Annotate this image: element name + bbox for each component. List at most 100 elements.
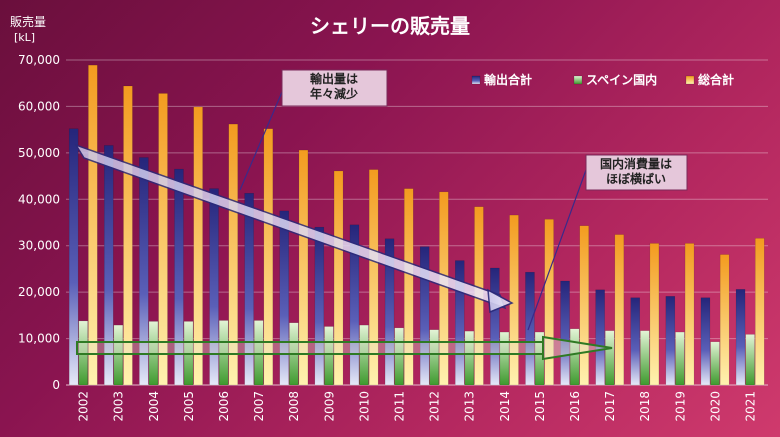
bar-domestic bbox=[640, 330, 650, 386]
x-tick-label: 2004 bbox=[147, 391, 161, 422]
bar-domestic bbox=[218, 320, 229, 386]
x-tick-label: 2005 bbox=[182, 391, 196, 422]
legend-swatch bbox=[471, 75, 481, 85]
callout-text: 国内消費量は bbox=[600, 156, 672, 171]
legend-swatch bbox=[685, 75, 695, 85]
bar-export bbox=[630, 297, 640, 386]
legend-swatch bbox=[573, 75, 583, 85]
x-tick-label: 2017 bbox=[603, 391, 617, 422]
bar-total bbox=[88, 64, 98, 386]
bar-export bbox=[419, 246, 430, 386]
bar-domestic bbox=[605, 330, 615, 386]
legend-label: 総合計 bbox=[698, 72, 734, 87]
y-tick-label: 30,000 bbox=[18, 239, 60, 253]
x-tick-label: 2016 bbox=[568, 391, 582, 422]
y-axis-label: 販売量 bbox=[10, 14, 46, 29]
bar-total bbox=[649, 243, 660, 386]
bar-group bbox=[68, 64, 765, 386]
x-tick-label: 2020 bbox=[708, 391, 722, 422]
bar-export bbox=[665, 296, 676, 386]
y-tick-label: 50,000 bbox=[18, 146, 60, 160]
x-tick-label: 2006 bbox=[217, 391, 231, 422]
x-tick-label: 2007 bbox=[252, 391, 266, 422]
x-tick-label: 2012 bbox=[428, 391, 442, 422]
bar-total bbox=[193, 106, 203, 386]
bar-total bbox=[333, 170, 344, 386]
x-tick-label: 2013 bbox=[463, 391, 477, 422]
trend-arrowhead-domestic bbox=[542, 335, 613, 361]
bar-total bbox=[158, 93, 168, 386]
trend-arrow-domestic bbox=[76, 341, 544, 355]
bar-total bbox=[544, 219, 554, 386]
grid-lines bbox=[66, 59, 768, 386]
x-tick-label: 2019 bbox=[673, 391, 687, 422]
y-tick-label: 0 bbox=[52, 378, 60, 392]
bar-domestic bbox=[78, 320, 88, 386]
callout-text: 輸出量は bbox=[310, 71, 358, 86]
bar-domestic bbox=[675, 331, 685, 386]
callout-box-export bbox=[281, 69, 388, 107]
bar-domestic bbox=[429, 329, 439, 386]
callout-leader bbox=[527, 169, 587, 331]
trend-arrow-export bbox=[74, 143, 507, 310]
y-tick-label: 60,000 bbox=[18, 99, 60, 113]
bar-export bbox=[68, 128, 79, 386]
bar-domestic bbox=[113, 324, 124, 386]
y-tick-label: 40,000 bbox=[18, 192, 60, 206]
x-tick-label: 2009 bbox=[322, 391, 336, 422]
bar-export bbox=[595, 289, 605, 386]
bar-total bbox=[755, 238, 765, 386]
bar-total bbox=[439, 191, 449, 386]
y-tick-label: 70,000 bbox=[18, 53, 60, 67]
bar-export bbox=[349, 224, 360, 386]
x-tick-label: 2010 bbox=[357, 391, 371, 422]
bar-total bbox=[404, 188, 414, 386]
bar-domestic bbox=[499, 331, 510, 386]
legend: 輸出合計 スペイン国内 総合計 bbox=[471, 72, 734, 87]
bar-total bbox=[298, 149, 309, 386]
bar-domestic bbox=[324, 326, 334, 386]
bar-total bbox=[684, 243, 695, 386]
bar-export bbox=[490, 267, 500, 386]
y-tick-label: 10,000 bbox=[18, 332, 60, 346]
callout-text: 年々減少 bbox=[310, 86, 358, 101]
bar-total bbox=[719, 254, 730, 386]
y-axis-ticks: 0 10,000 20,000 30,000 40,000 50,000 60,000 70,… bbox=[18, 53, 60, 392]
bar-export bbox=[139, 157, 149, 386]
bar-export bbox=[209, 188, 219, 386]
bar-total bbox=[579, 225, 589, 386]
bar-export bbox=[384, 238, 395, 386]
bar-export bbox=[735, 289, 746, 386]
x-tick-label: 2002 bbox=[77, 391, 91, 422]
bar-domestic bbox=[464, 330, 475, 386]
x-tick-label: 2011 bbox=[392, 391, 406, 422]
bar-export bbox=[525, 271, 535, 386]
chart-title: シェリーの販売量 bbox=[310, 14, 470, 38]
bar-domestic bbox=[394, 327, 404, 386]
bar-total bbox=[123, 85, 133, 386]
bar-total bbox=[614, 234, 625, 386]
bar-total bbox=[263, 128, 274, 386]
bar-total bbox=[228, 123, 238, 386]
trend-arrowhead-export bbox=[487, 288, 514, 314]
bar-domestic bbox=[745, 334, 755, 386]
x-tick-label: 2014 bbox=[498, 391, 512, 422]
legend-label: スペイン国内 bbox=[586, 72, 657, 87]
x-tick-label: 2018 bbox=[638, 391, 652, 422]
bar-export bbox=[314, 226, 325, 386]
x-tick-label: 2015 bbox=[533, 391, 547, 422]
bar-domestic bbox=[710, 341, 720, 386]
bar-export bbox=[244, 193, 254, 386]
bar-export bbox=[104, 145, 114, 386]
bar-export bbox=[455, 260, 465, 386]
callout-text: ほぼ横ばい bbox=[606, 171, 666, 186]
x-axis-ticks: 2002 2003 2004 2005 2006 2007 2008 2009 2010 2011… bbox=[77, 391, 758, 422]
callout-box-domestic bbox=[585, 154, 688, 191]
y-axis-unit: [kL] bbox=[14, 31, 35, 44]
x-tick-label: 2003 bbox=[112, 391, 126, 422]
legend-label: 輸出合計 bbox=[484, 72, 532, 87]
bar-export bbox=[174, 168, 184, 386]
